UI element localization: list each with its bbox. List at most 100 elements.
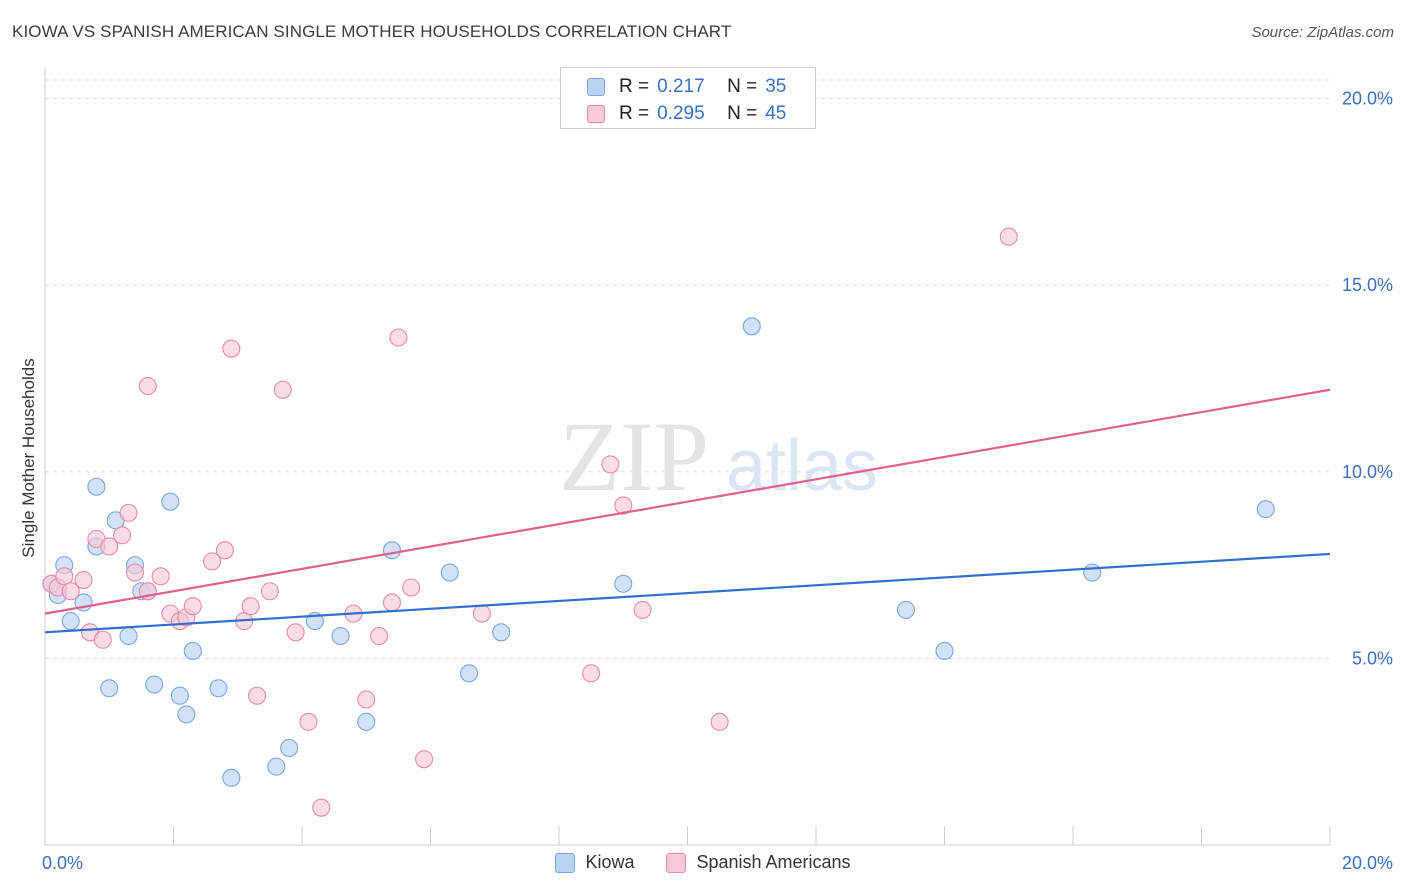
point-kiowa	[935, 641, 954, 661]
point-kiowa	[183, 641, 202, 661]
legend-row-spanish: R = 0.295 N = 45	[587, 102, 786, 126]
point-kiowa	[100, 679, 119, 698]
point-spanish-americans	[357, 690, 376, 709]
point-kiowa	[440, 563, 459, 582]
point-kiowa	[145, 675, 164, 694]
watermark-atlas: atlas	[726, 426, 878, 506]
kiowa-r-value: 0.217	[657, 76, 705, 97]
spanish-r-value: 0.295	[657, 103, 705, 124]
y-tick-label: 20.0%	[1342, 89, 1393, 109]
point-spanish-americans	[710, 712, 729, 731]
watermark: ZIP atlas	[559, 401, 878, 512]
point-kiowa	[177, 705, 196, 724]
axes	[44, 68, 1331, 846]
point-kiowa	[170, 686, 189, 705]
y-tick-label: 5.0%	[1352, 648, 1393, 668]
point-spanish-americans	[55, 567, 74, 586]
point-spanish-americans	[119, 503, 138, 522]
spanish-n-label: N =	[727, 103, 758, 124]
point-kiowa	[614, 574, 633, 593]
source-label: Source: ZipAtlas.com	[1251, 24, 1394, 41]
point-spanish-americans	[402, 578, 421, 597]
y-tick-label: 10.0%	[1342, 462, 1393, 482]
series-legend: Kiowa Spanish Americans	[0, 852, 1406, 873]
legend-row-kiowa: R = 0.217 N = 35	[587, 75, 786, 99]
spanish-legend-swatch	[666, 852, 687, 873]
point-kiowa	[1256, 500, 1275, 519]
point-spanish-americans	[472, 604, 491, 623]
point-spanish-americans	[633, 600, 652, 619]
kiowa-n-label: N =	[727, 76, 758, 97]
kiowa-n-value: 35	[765, 76, 787, 97]
point-spanish-americans	[241, 597, 260, 616]
point-spanish-americans	[61, 582, 80, 601]
point-spanish-americans	[100, 537, 119, 556]
gridlines	[45, 79, 1330, 659]
point-spanish-americans	[183, 597, 202, 616]
kiowa-legend-swatch	[555, 852, 576, 873]
point-kiowa	[87, 477, 106, 496]
point-spanish-americans	[215, 541, 234, 560]
point-spanish-americans	[312, 798, 331, 817]
point-spanish-americans	[93, 630, 112, 649]
series-kiowa	[42, 317, 1275, 787]
spanish-n-value: 45	[765, 103, 787, 124]
legend-item-spanish-americans[interactable]: Spanish Americans	[666, 852, 851, 873]
trend-lines	[44, 388, 1331, 634]
point-kiowa	[222, 768, 241, 787]
point-kiowa	[1083, 563, 1102, 582]
point-spanish-americans	[389, 328, 408, 347]
data-points	[42, 104, 1275, 817]
point-spanish-americans	[125, 563, 144, 582]
kiowa-r-label: R =	[619, 76, 650, 97]
kiowa-legend-label: Kiowa	[585, 852, 635, 872]
point-spanish-americans	[138, 376, 157, 396]
point-spanish-americans	[74, 570, 93, 590]
point-spanish-americans	[286, 623, 305, 642]
point-spanish-americans	[222, 339, 241, 358]
chart-title: KIOWA VS SPANISH AMERICAN SINGLE MOTHER …	[12, 22, 732, 41]
correlation-legend: R = 0.217 N = 35 R = 0.295 N = 45	[560, 67, 816, 129]
spanish-legend-label: Spanish Americans	[696, 852, 851, 872]
point-kiowa	[267, 757, 286, 776]
point-kiowa	[896, 600, 916, 619]
point-spanish-americans	[247, 686, 267, 705]
point-spanish-americans	[999, 227, 1018, 246]
x-tick-label-max: 20.0%	[1342, 853, 1393, 873]
x-tick-labels: 0.0% 20.0%	[42, 853, 1393, 873]
point-spanish-americans	[582, 664, 601, 683]
point-spanish-americans	[113, 526, 132, 545]
point-kiowa	[492, 623, 511, 642]
trend-line-kiowa	[44, 552, 1331, 634]
point-kiowa	[331, 626, 350, 646]
point-spanish-americans	[151, 567, 170, 586]
point-kiowa	[119, 626, 138, 646]
point-kiowa	[280, 738, 299, 758]
point-kiowa	[61, 612, 80, 631]
point-spanish-americans	[601, 455, 620, 474]
spanish-r-label: R =	[619, 103, 650, 124]
point-kiowa	[209, 679, 228, 698]
point-spanish-americans	[273, 380, 292, 399]
point-kiowa	[357, 712, 376, 731]
point-spanish-americans	[260, 582, 279, 601]
point-spanish-americans	[415, 750, 434, 769]
point-kiowa	[382, 541, 402, 560]
point-kiowa	[742, 317, 761, 336]
kiowa-swatch	[587, 78, 605, 96]
point-spanish-americans	[299, 712, 318, 731]
y-tick-labels: 5.0% 10.0% 15.0% 20.0%	[1342, 89, 1393, 669]
trend-line-spanish-americans	[44, 388, 1331, 615]
legend-item-kiowa[interactable]: Kiowa	[555, 852, 634, 873]
point-kiowa	[161, 492, 180, 511]
point-kiowa	[459, 664, 479, 683]
watermark-zip: ZIP	[559, 401, 709, 512]
x-tick-label-min: 0.0%	[42, 853, 83, 873]
point-spanish-americans	[370, 626, 389, 646]
point-spanish-americans	[203, 552, 222, 571]
y-tick-label: 15.0%	[1342, 275, 1393, 295]
point-spanish-americans	[382, 593, 402, 612]
spanish-swatch	[587, 105, 605, 123]
series-spanish-americans	[42, 104, 1018, 817]
